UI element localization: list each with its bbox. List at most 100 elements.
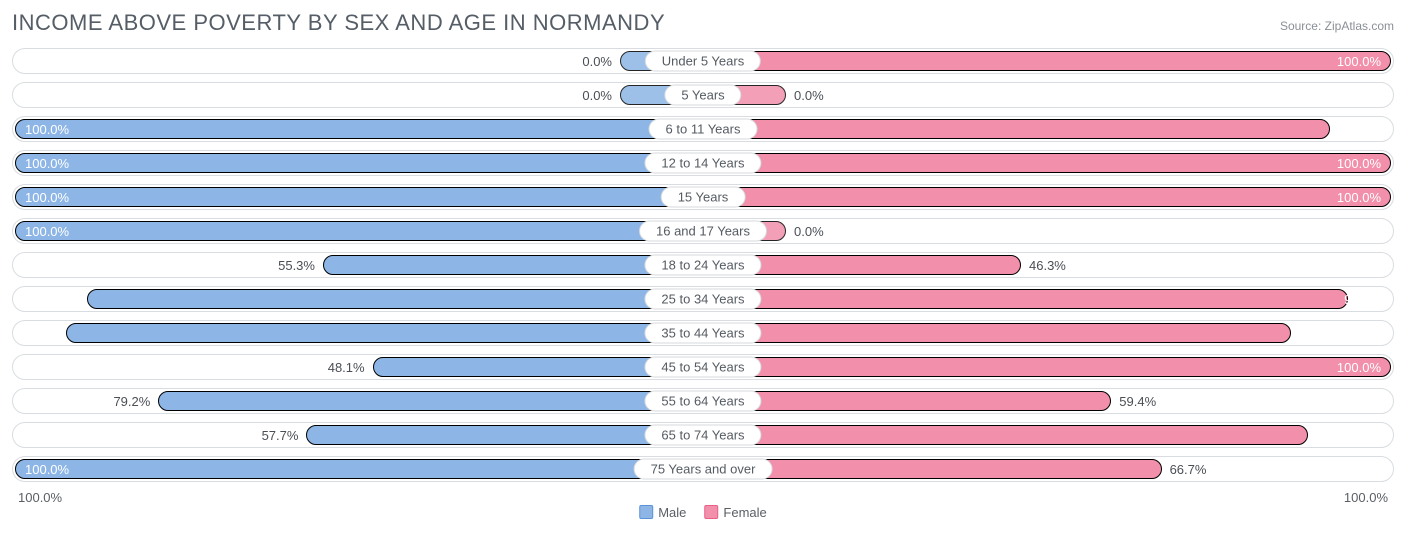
table-row: 100.0% 91.2% 6 to 11 Years [12, 116, 1394, 142]
female-half: 46.3% [702, 255, 1391, 275]
table-row: 100.0% 66.7% 75 Years and over [12, 456, 1394, 482]
male-half: 0.0% [15, 51, 704, 71]
female-half: 100.0% [702, 187, 1391, 207]
male-value: 100.0% [25, 119, 69, 139]
table-row: 57.7%87.9%65 to 74 Years [12, 422, 1394, 448]
female-half: 0.0% [702, 85, 1391, 105]
table-row: 0.0% 0.0% 5 Years [12, 82, 1394, 108]
female-value: 46.3% [1029, 255, 1066, 275]
category-label: 15 Years [661, 187, 746, 208]
category-label: 35 to 44 Years [644, 323, 761, 344]
male-half: 100.0% [15, 459, 704, 479]
female-value: 100.0% [1337, 187, 1381, 207]
category-label: 75 Years and over [634, 459, 773, 480]
female-half: 87.9% [702, 425, 1391, 445]
male-half: 55.3% [15, 255, 704, 275]
female-bar [702, 289, 1348, 309]
legend-female-label: Female [723, 505, 766, 520]
female-half: 100.0% [702, 153, 1391, 173]
legend-male: Male [639, 505, 686, 520]
male-bar [66, 323, 704, 343]
female-bar [702, 323, 1291, 343]
table-row: 100.0% 100.0% 15 Years [12, 184, 1394, 210]
legend-male-label: Male [658, 505, 686, 520]
female-value: 0.0% [794, 221, 824, 241]
male-half: 100.0% [15, 187, 704, 207]
female-half: 59.4% [702, 391, 1391, 411]
male-value: 79.2% [113, 391, 150, 411]
male-half: 89.5% [15, 289, 704, 309]
table-row: 100.0% 0.0% 16 and 17 Years [12, 218, 1394, 244]
female-value: 100.0% [1337, 153, 1381, 173]
chart-rows: 0.0% 100.0% Under 5 Years 0.0% 0.0% 5 Years 10… [12, 48, 1394, 482]
male-bar [15, 187, 704, 207]
category-label: 6 to 11 Years [649, 119, 758, 140]
table-row: 55.3% 46.3% 18 to 24 Years [12, 252, 1394, 278]
category-label: 55 to 64 Years [644, 391, 761, 412]
category-label: 16 and 17 Years [639, 221, 767, 242]
female-bar [702, 187, 1391, 207]
chart-title: INCOME ABOVE POVERTY BY SEX AND AGE IN N… [12, 10, 665, 36]
male-half: 100.0% [15, 221, 704, 241]
legend: Male Female [639, 505, 767, 520]
female-value: 93.8% [1344, 289, 1381, 309]
legend-swatch-female [704, 505, 718, 519]
male-half: 100.0% [15, 153, 704, 173]
axis-left-label: 100.0% [18, 490, 62, 505]
female-value: 0.0% [794, 85, 824, 105]
female-value: 66.7% [1170, 459, 1207, 479]
category-label: 12 to 14 Years [644, 153, 761, 174]
female-half: 91.2% [702, 119, 1391, 139]
male-value: 89.5% [25, 289, 62, 309]
female-half: 93.8% [702, 289, 1391, 309]
chart-source: Source: ZipAtlas.com [1280, 19, 1394, 33]
table-row: 0.0% 100.0% Under 5 Years [12, 48, 1394, 74]
category-label: 45 to 54 Years [644, 357, 761, 378]
female-half: 66.7% [702, 459, 1391, 479]
male-value: 55.3% [278, 255, 315, 275]
male-value: 100.0% [25, 459, 69, 479]
male-half: 79.2% [15, 391, 704, 411]
category-label: Under 5 Years [645, 51, 761, 72]
male-bar [15, 153, 704, 173]
female-bar [702, 391, 1111, 411]
male-bar [158, 391, 704, 411]
female-half: 100.0% [702, 357, 1391, 377]
female-value: 100.0% [1337, 357, 1381, 377]
female-half: 85.5% [702, 323, 1391, 343]
male-value: 100.0% [25, 153, 69, 173]
category-label: 65 to 74 Years [644, 425, 761, 446]
axis-right-label: 100.0% [1344, 490, 1388, 505]
legend-female: Female [704, 505, 766, 520]
table-row: 92.6%85.5%35 to 44 Years [12, 320, 1394, 346]
female-value: 91.2% [1344, 119, 1381, 139]
male-bar [15, 459, 704, 479]
female-half: 100.0% [702, 51, 1391, 71]
x-axis: 100.0% 100.0% [12, 490, 1394, 505]
female-value: 85.5% [1344, 323, 1381, 343]
table-row: 89.5%93.8%25 to 34 Years [12, 286, 1394, 312]
female-bar [702, 51, 1391, 71]
female-value: 100.0% [1337, 51, 1381, 71]
male-value: 0.0% [582, 51, 612, 71]
male-value: 48.1% [328, 357, 365, 377]
male-value: 100.0% [25, 221, 69, 241]
male-half: 100.0% [15, 119, 704, 139]
table-row: 100.0% 100.0% 12 to 14 Years [12, 150, 1394, 176]
female-bar [702, 119, 1330, 139]
chart-container: INCOME ABOVE POVERTY BY SEX AND AGE IN N… [0, 0, 1406, 518]
chart-header: INCOME ABOVE POVERTY BY SEX AND AGE IN N… [12, 10, 1394, 36]
legend-swatch-male [639, 505, 653, 519]
male-value: 0.0% [582, 85, 612, 105]
female-value: 59.4% [1119, 391, 1156, 411]
male-bar [15, 119, 704, 139]
female-bar [702, 153, 1391, 173]
male-half: 48.1% [15, 357, 704, 377]
male-bar [87, 289, 704, 309]
female-half: 0.0% [702, 221, 1391, 241]
male-bar [15, 221, 704, 241]
category-label: 18 to 24 Years [644, 255, 761, 276]
table-row: 79.2% 59.4% 55 to 64 Years [12, 388, 1394, 414]
category-label: 5 Years [664, 85, 741, 106]
male-value: 100.0% [25, 187, 69, 207]
